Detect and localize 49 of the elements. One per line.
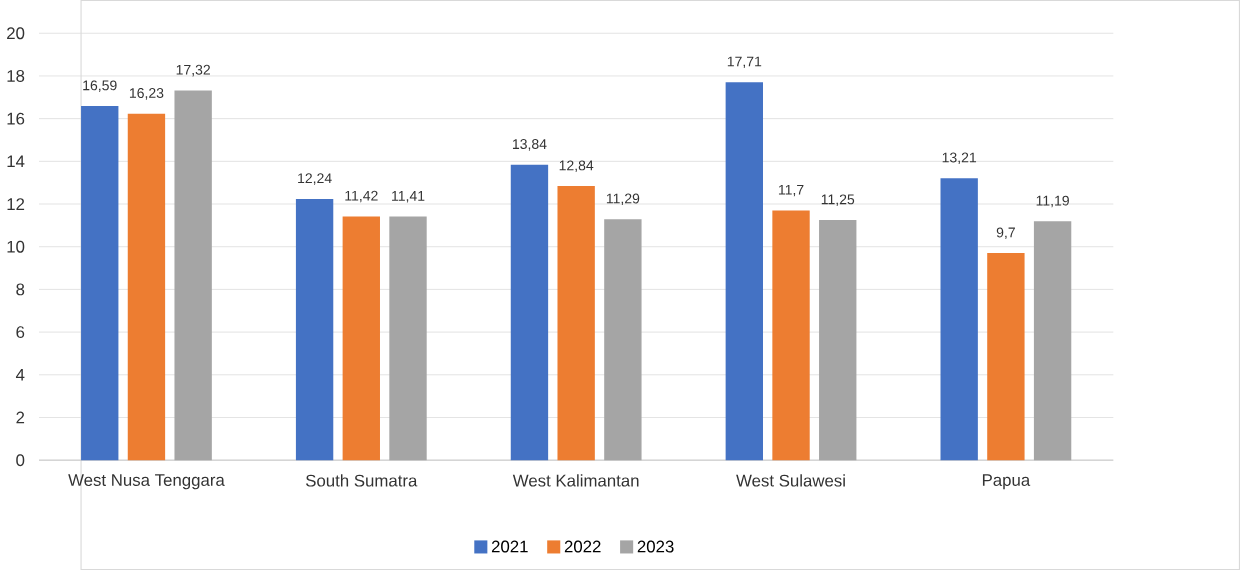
data-label: 17,71 xyxy=(727,56,762,69)
y-tick-label: 0 xyxy=(16,454,25,467)
legend-label: 2022 xyxy=(564,540,601,553)
data-label: 16,59 xyxy=(83,80,117,92)
data-label: 13,84 xyxy=(512,139,547,151)
bar xyxy=(81,106,119,461)
y-tick-label: 8 xyxy=(16,283,25,296)
bar xyxy=(510,164,549,461)
x-tick-label: West Kalimantan xyxy=(512,474,639,487)
y-tick-label: 16 xyxy=(7,112,25,125)
x-tick-label: Papua xyxy=(982,474,1031,490)
data-label: 11,42 xyxy=(345,190,378,203)
x-tick-label: South Sumatra xyxy=(305,474,418,487)
bar xyxy=(342,216,380,461)
data-label: 12,84 xyxy=(559,160,594,172)
bar xyxy=(987,253,1025,461)
y-tick-label: 2 xyxy=(16,411,25,424)
y-tick-label: 14 xyxy=(7,155,25,168)
bar xyxy=(557,186,595,461)
y-tick-label: 18 xyxy=(7,69,25,82)
bar xyxy=(604,219,642,461)
data-label: 11,41 xyxy=(392,191,425,203)
data-label: 11,29 xyxy=(606,193,640,206)
data-label: 16,23 xyxy=(129,88,164,100)
bar xyxy=(1033,221,1072,461)
legend-label: 2021 xyxy=(491,540,528,553)
bar xyxy=(772,210,810,461)
data-label: 13,21 xyxy=(942,152,977,165)
bar xyxy=(940,178,978,461)
bar xyxy=(725,82,763,461)
y-tick-label: 12 xyxy=(7,198,25,210)
bar xyxy=(174,90,212,461)
data-label: 12,24 xyxy=(298,173,332,185)
bar xyxy=(295,198,334,461)
y-tick-label: 6 xyxy=(16,326,25,339)
data-label: 17,32 xyxy=(176,64,210,77)
legend-label: 2023 xyxy=(637,540,674,553)
bar xyxy=(127,113,166,461)
data-label: 11,25 xyxy=(821,194,855,206)
data-label: 11,19 xyxy=(1036,195,1069,208)
x-tick-label: West Nusa Tenggara xyxy=(68,474,225,490)
bar xyxy=(389,216,427,461)
data-label: 11,7 xyxy=(778,184,804,197)
y-tick-label: 10 xyxy=(7,240,25,253)
data-label: 9,7 xyxy=(996,227,1015,240)
y-tick-label: 20 xyxy=(7,27,25,40)
bar xyxy=(819,220,857,461)
x-tick-label: West Sulawesi xyxy=(736,474,845,487)
y-tick-label: 4 xyxy=(15,368,25,381)
